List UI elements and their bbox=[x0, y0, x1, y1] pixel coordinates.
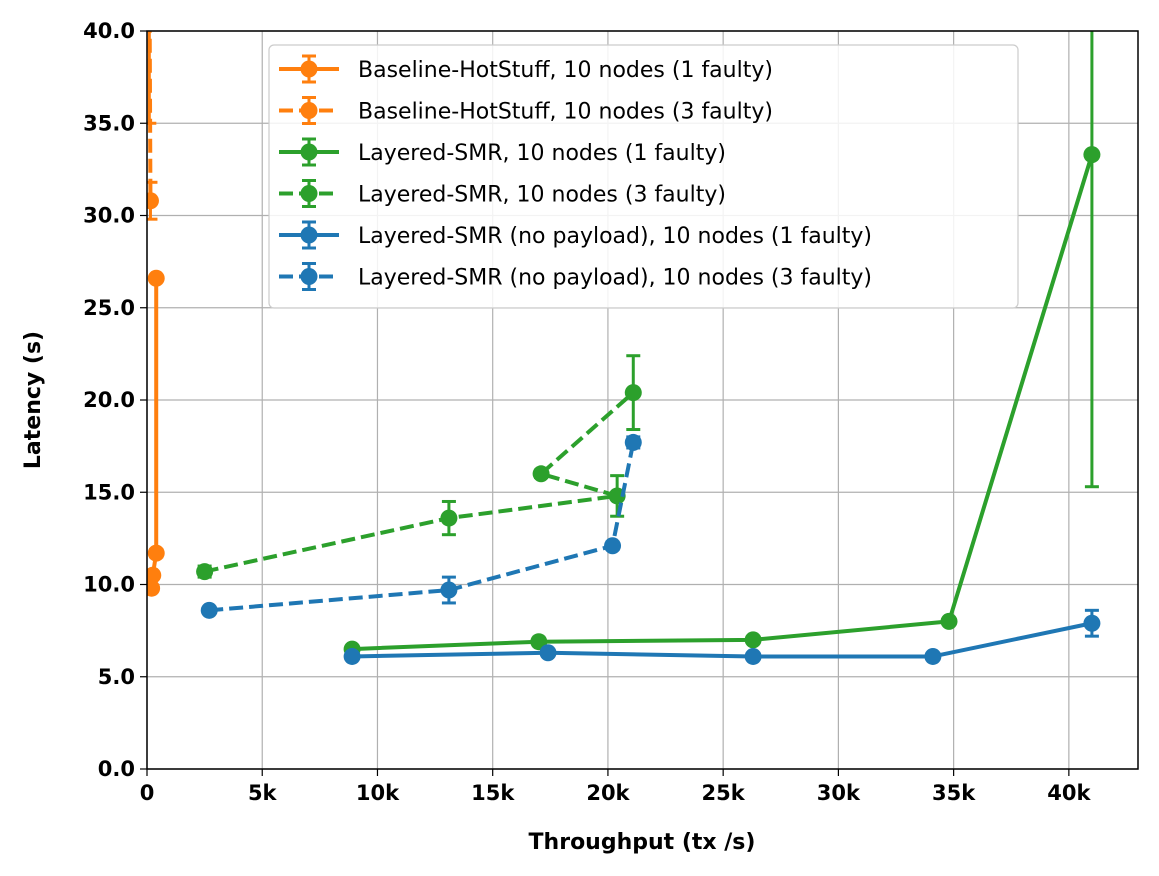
x-tick-label: 20k bbox=[586, 781, 630, 805]
data-point bbox=[147, 544, 165, 562]
legend-entry: Baseline-HotStuff, 10 nodes (3 faulty) bbox=[279, 96, 773, 125]
series-line bbox=[209, 442, 636, 613]
y-tick-label: 35.0 bbox=[83, 111, 135, 135]
data-point bbox=[440, 581, 458, 599]
x-tick-label: 25k bbox=[702, 781, 746, 805]
y-tick-label: 5.0 bbox=[98, 665, 135, 689]
data-point bbox=[744, 631, 762, 649]
legend-label: Layered-SMR (no payload), 10 nodes (3 fa… bbox=[358, 266, 872, 291]
x-axis-label: Throughput (tx /s) bbox=[529, 830, 756, 855]
data-point bbox=[539, 644, 557, 662]
legend-marker bbox=[300, 268, 318, 285]
y-tick-label: 30.0 bbox=[83, 204, 135, 228]
legend-entry: Layered-SMR, 10 nodes (3 faulty) bbox=[279, 179, 726, 208]
legend-entry: Baseline-HotStuff, 10 nodes (1 faulty) bbox=[279, 54, 773, 84]
data-point bbox=[532, 465, 550, 483]
x-tick-label: 40k bbox=[1047, 781, 1091, 805]
legend-label: Layered-SMR (no payload), 10 nodes (1 fa… bbox=[358, 224, 872, 249]
series-5 bbox=[343, 608, 1101, 665]
x-tick-label: 30k bbox=[817, 781, 861, 805]
series-line bbox=[149, 278, 159, 589]
y-tick-label: 25.0 bbox=[83, 296, 135, 320]
legend-label: Baseline-HotStuff, 10 nodes (1 faulty) bbox=[358, 58, 773, 83]
legend-label: Layered-SMR, 10 nodes (1 faulty) bbox=[358, 141, 726, 166]
y-tick-label: 10.0 bbox=[83, 573, 135, 597]
data-point bbox=[940, 612, 958, 630]
data-point bbox=[343, 647, 361, 665]
data-point bbox=[196, 563, 214, 581]
x-tick-label: 5k bbox=[248, 781, 278, 805]
legend: Baseline-HotStuff, 10 nodes (1 faulty) Ba… bbox=[268, 44, 1019, 309]
y-tick-label: 15.0 bbox=[83, 480, 135, 504]
data-point bbox=[924, 647, 942, 665]
data-point bbox=[200, 601, 218, 619]
legend-marker bbox=[300, 143, 318, 161]
series-4 bbox=[196, 354, 642, 581]
x-tick-label: 35k bbox=[932, 781, 976, 805]
data-point bbox=[147, 269, 165, 287]
x-tick-label: 15k bbox=[471, 781, 515, 805]
legend-entry: Layered-SMR (no payload), 10 nodes (3 fa… bbox=[279, 262, 872, 291]
series-6 bbox=[200, 433, 642, 619]
plot-lines bbox=[147, 31, 1101, 665]
data-point bbox=[1083, 614, 1101, 632]
data-point bbox=[1083, 146, 1101, 164]
y-axis-label: Latency (s) bbox=[21, 331, 46, 469]
x-tick-label: 0 bbox=[140, 781, 155, 805]
legend-marker bbox=[300, 60, 318, 78]
y-tick-label: 20.0 bbox=[83, 388, 135, 412]
data-point bbox=[744, 647, 762, 665]
legend-label: Layered-SMR, 10 nodes (3 faulty) bbox=[358, 183, 726, 208]
legend-entry: Layered-SMR (no payload), 10 nodes (1 fa… bbox=[279, 220, 872, 250]
series-line bbox=[204, 391, 635, 574]
legend-entry: Layered-SMR, 10 nodes (1 faulty) bbox=[279, 137, 726, 167]
data-point bbox=[147, 566, 162, 584]
legend-label: Baseline-HotStuff, 10 nodes (3 faulty) bbox=[358, 100, 773, 125]
data-point bbox=[624, 433, 642, 451]
series-2 bbox=[147, 31, 159, 221]
series-1 bbox=[147, 269, 165, 597]
legend-marker bbox=[300, 102, 318, 119]
data-point bbox=[604, 537, 622, 555]
legend-box bbox=[268, 44, 1019, 309]
y-axis: 0.0 5.0 10.0 15.0 20.0 25.0 30.0 35.0 40.0 bbox=[83, 19, 147, 781]
x-tick-label: 10k bbox=[356, 781, 400, 805]
data-point bbox=[147, 192, 159, 210]
y-tick-label: 40.0 bbox=[83, 19, 135, 43]
legend-marker bbox=[300, 226, 318, 244]
x-axis: 0 5k 10k 15k 20k 25k 30k 35k 40k bbox=[140, 769, 1091, 805]
legend-marker bbox=[300, 185, 318, 202]
data-point bbox=[147, 579, 161, 597]
y-tick-label: 0.0 bbox=[98, 757, 135, 781]
data-point bbox=[624, 384, 642, 402]
data-point bbox=[440, 509, 458, 527]
